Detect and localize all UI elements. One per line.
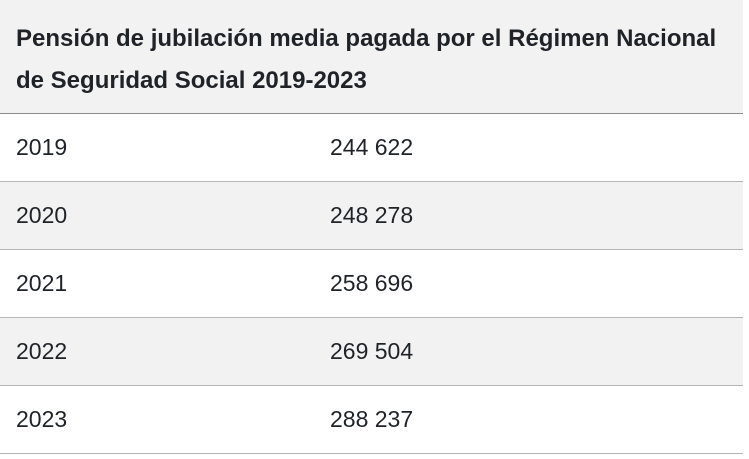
pension-value-cell: 269 504 xyxy=(330,338,414,364)
table-header: Pensión de jubilación media pagada por e… xyxy=(0,0,743,114)
pension-value-cell: 258 696 xyxy=(330,270,414,296)
table-row: 2022 269 504 xyxy=(0,318,743,386)
year-cell: 2020 xyxy=(16,202,68,228)
table-row: 2023 288 237 xyxy=(0,386,743,454)
year-cell: 2021 xyxy=(16,270,68,296)
pension-value-cell: 288 237 xyxy=(330,406,414,432)
pension-value-cell: 248 278 xyxy=(330,202,414,228)
year-cell: 2022 xyxy=(16,338,68,364)
year-cell: 2019 xyxy=(16,134,68,160)
table-row: 2021 258 696 xyxy=(0,250,743,318)
table-row: 2019 244 622 xyxy=(0,114,743,182)
pension-value-cell: 244 622 xyxy=(330,134,414,160)
year-cell: 2023 xyxy=(16,406,68,432)
table-row: 2020 248 278 xyxy=(0,182,743,250)
table-title: Pensión de jubilación media pagada por e… xyxy=(16,25,717,94)
